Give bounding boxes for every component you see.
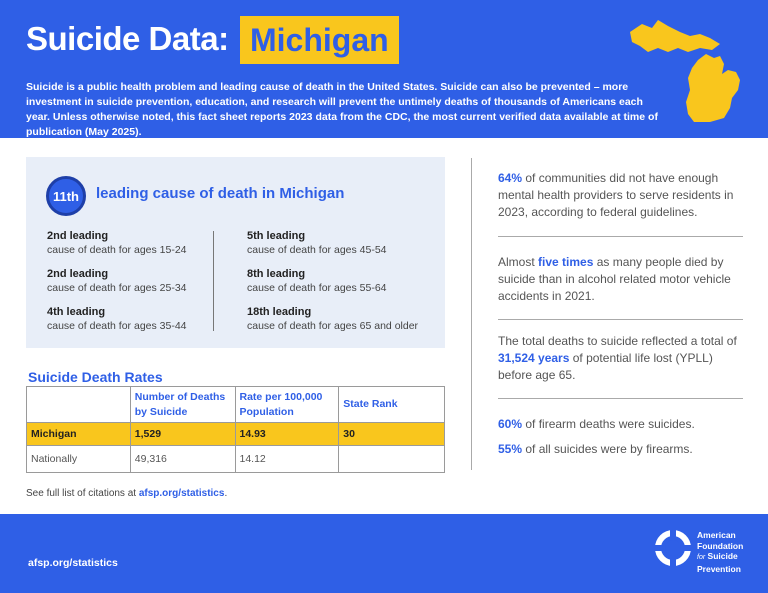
stat-text: of potential life lost (YPLL) before age… — [498, 351, 713, 382]
michigan-map-icon — [630, 20, 740, 122]
leading-cause-item: 4th leading cause of death for ages 35-4… — [47, 305, 187, 343]
citation-note: See full list of citations at afsp.org/s… — [26, 488, 227, 499]
table-cell: 14.93 — [234, 422, 340, 446]
leading-cause-desc: cause of death for ages 65 and older — [247, 320, 419, 332]
stat-highlight: five times — [538, 255, 594, 269]
leading-cause-desc: cause of death for ages 45-54 — [247, 244, 387, 256]
table-cell: 49,316 — [129, 445, 236, 473]
table-header-row: Number of Deaths by Suicide Rate per 100… — [26, 386, 445, 423]
lifebuoy-icon — [655, 530, 691, 566]
rank-badge: 11th — [46, 176, 86, 216]
table-cell: 14.12 — [234, 445, 340, 473]
leading-cause-desc: cause of death for ages 15-24 — [47, 244, 187, 256]
footer-banner: afsp.org/statistics American Foundation … — [0, 514, 768, 593]
leading-cause-rank: 5th leading — [247, 230, 306, 242]
stat-highlight: 64% — [498, 171, 523, 185]
leading-cause-list-left: 2nd leading cause of death for ages 15-2… — [47, 229, 187, 343]
logo-line: American — [697, 530, 736, 540]
intro-paragraph: Suicide is a public health problem and l… — [26, 81, 658, 138]
table-header-cell: Number of Deaths by Suicide — [129, 386, 236, 423]
leading-cause-item: 2nd leading cause of death for ages 25-3… — [47, 267, 187, 305]
citation-link[interactable]: afsp.org/statistics — [138, 488, 225, 499]
leading-cause-desc: cause of death for ages 55-64 — [247, 282, 387, 294]
stat-text: as many people died by suicide than in a… — [498, 255, 731, 303]
rates-section-title: Suicide Death Rates — [28, 369, 163, 385]
leading-cause-title: leading cause of death in Michigan — [96, 185, 345, 202]
table-header-cell: Rate per 100,000 Population — [234, 386, 340, 423]
column-divider — [213, 231, 214, 331]
stat-highlight: 60% — [498, 417, 523, 431]
stat-divider — [498, 319, 743, 320]
leading-cause-panel: 11th leading cause of death in Michigan … — [26, 157, 445, 348]
table-row-national: Nationally 49,316 14.12 — [26, 445, 445, 473]
citation-suffix: . — [224, 488, 228, 499]
state-name-badge: Michigan — [240, 16, 399, 64]
stat-ypll: The total deaths to suicide reflected a … — [498, 333, 743, 384]
leading-cause-list-right: 5th leading cause of death for ages 45-5… — [247, 229, 418, 343]
stat-text: of communities did not have enough menta… — [498, 171, 734, 219]
table-cell: Michigan — [26, 422, 131, 446]
stat-highlight: 31,524 years — [498, 351, 570, 365]
stat-divider — [498, 236, 743, 237]
leading-cause-item: 8th leading cause of death for ages 55-6… — [247, 267, 418, 305]
leading-cause-item: 5th leading cause of death for ages 45-5… — [247, 229, 418, 267]
footer-link[interactable]: afsp.org/statistics — [28, 557, 118, 569]
stat-text: of firearm deaths were suicides. — [522, 417, 695, 431]
leading-cause-item: 18th leading cause of death for ages 65 … — [247, 305, 418, 343]
leading-cause-desc: cause of death for ages 25-34 — [47, 282, 187, 294]
stat-highlight: 55% — [498, 442, 523, 456]
table-row-michigan: Michigan 1,529 14.93 30 — [26, 422, 445, 446]
leading-cause-rank: 2nd leading — [47, 268, 109, 280]
leading-cause-rank: 8th leading — [247, 268, 306, 280]
leading-cause-rank: 2nd leading — [47, 230, 109, 242]
stat-text: of all suicides were by firearms. — [522, 442, 693, 456]
leading-cause-rank: 18th leading — [247, 306, 312, 318]
suicide-death-rates-table: Number of Deaths by Suicide Rate per 100… — [26, 386, 445, 473]
table-header-cell: State Rank — [338, 386, 445, 423]
afsp-logo-text: American Foundation for Suicide Preventi… — [697, 530, 743, 574]
leading-cause-rank: 4th leading — [47, 306, 106, 318]
stat-alcohol-comparison: Almost five times as many people died by… — [498, 254, 743, 305]
logo-line: Foundation — [697, 540, 744, 551]
logo-small-word: for — [697, 554, 706, 561]
stat-firearm-deaths: 60% of firearm deaths were suicides. — [498, 416, 743, 433]
stat-firearm-suicides: 55% of all suicides were by firearms. — [498, 441, 743, 458]
stat-providers: 64% of communities did not have enough m… — [498, 170, 743, 221]
page-title: Suicide Data: — [26, 20, 229, 57]
table-cell — [338, 445, 445, 473]
table-cell: 1,529 — [129, 422, 236, 446]
table-cell: 30 — [338, 422, 445, 446]
logo-word: Suicide — [707, 551, 738, 561]
table-cell: Nationally — [26, 445, 131, 473]
header-banner: Suicide Data: Michigan Suicide is a publ… — [0, 0, 768, 138]
vertical-divider — [471, 158, 472, 470]
stat-divider — [498, 398, 743, 399]
stat-text: Almost — [498, 255, 539, 269]
logo-line: for Suicide — [697, 551, 743, 564]
table-header-cell — [26, 386, 131, 423]
citation-prefix: See full list of citations at — [26, 488, 139, 499]
logo-line: Prevention — [697, 563, 741, 574]
stat-text: The total deaths to suicide reflected a … — [498, 334, 737, 348]
leading-cause-item: 2nd leading cause of death for ages 15-2… — [47, 229, 187, 267]
leading-cause-desc: cause of death for ages 35-44 — [47, 320, 187, 332]
